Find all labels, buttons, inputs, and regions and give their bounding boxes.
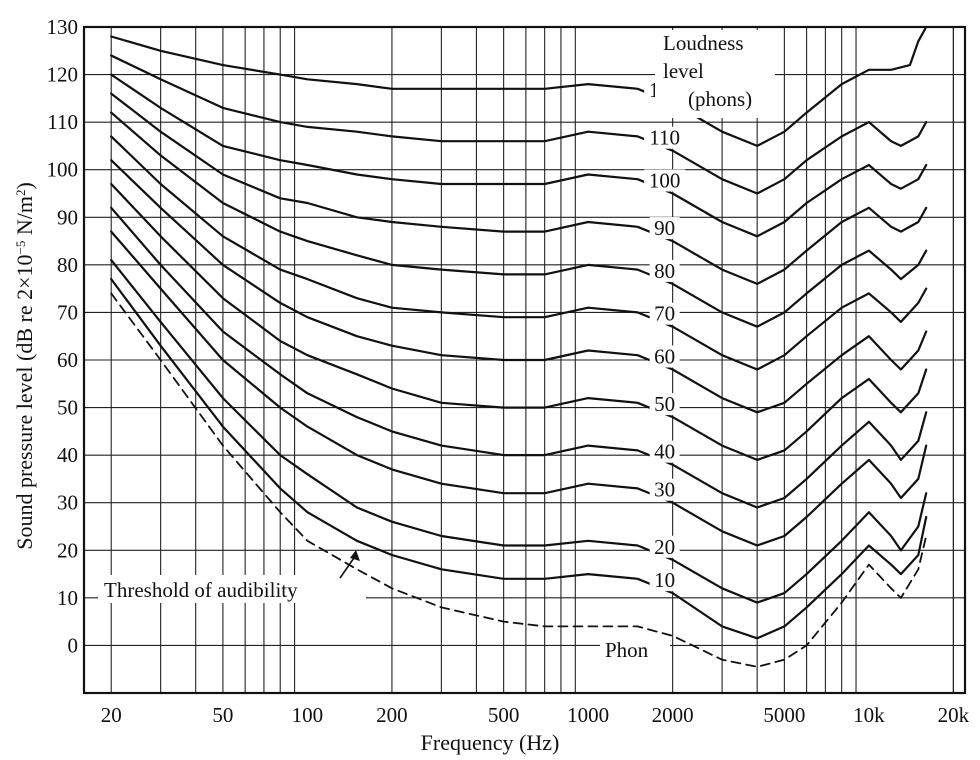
curve-label-60: 60 <box>654 345 675 369</box>
y-tick-label-0: 0 <box>68 633 79 657</box>
curve-10-phon <box>110 278 928 640</box>
y-tick-label-60: 60 <box>57 348 78 372</box>
phon-label: Phon <box>605 638 649 662</box>
legend-title-line-1: Loudness <box>663 31 744 55</box>
curve-label-90: 90 <box>654 216 675 240</box>
y-axis-title: Sound pressure level (dB re 2×10−5 N/m2) <box>12 182 37 550</box>
curve-label-backdrop-110 <box>644 126 686 149</box>
phon-annotation: Phon <box>600 637 670 663</box>
legend-title-line-3: (phons) <box>688 87 752 111</box>
curve-label-backdrop-60 <box>649 345 680 368</box>
x-tick-label-10k: 10k <box>853 703 885 727</box>
curve-label-70: 70 <box>654 302 675 326</box>
y-axis-title-square: 2 <box>13 190 28 197</box>
curve-label-backdrop-40 <box>649 440 680 463</box>
curve-label-backdrop-100 <box>644 169 686 192</box>
y-tick-label-130: 130 <box>47 15 79 39</box>
x-tick-label-500: 500 <box>488 703 520 727</box>
y-tick-label-50: 50 <box>57 396 78 420</box>
curve-label-100: 100 <box>649 169 681 193</box>
curve-label-backdrop-50 <box>649 393 680 416</box>
phon-label-backdrop <box>600 637 670 663</box>
x-tick-label-50: 50 <box>212 703 233 727</box>
curve-label-40: 40 <box>654 440 675 464</box>
y-axis-title-unit: N/m <box>12 196 37 241</box>
y-tick-label-90: 90 <box>57 205 78 229</box>
curve-label-50: 50 <box>654 392 675 416</box>
y-tick-label-100: 100 <box>47 158 79 182</box>
x-tick-label-200: 200 <box>376 703 408 727</box>
threshold-label-backdrop <box>98 575 366 603</box>
legend-title-backdrop <box>655 30 775 118</box>
curve-label-backdrop-10 <box>649 569 680 592</box>
loudness-curves <box>110 25 928 668</box>
x-tick-label-100: 100 <box>292 703 324 727</box>
curve-60-phon <box>110 159 928 414</box>
curve-threshold <box>110 292 928 668</box>
curve-label-backdrop-30 <box>649 478 680 501</box>
curve-label-backdrop-70 <box>649 302 680 325</box>
y-axis-title-main: Sound pressure level (dB re 2 <box>12 289 37 550</box>
curve-50-phon <box>110 182 928 461</box>
y-tick-label-30: 30 <box>57 491 78 515</box>
y-tick-label-80: 80 <box>57 253 78 277</box>
curve-120-phon <box>110 25 928 147</box>
y-axis-title-ten: 10 <box>12 254 37 276</box>
curve-110-phon <box>110 54 928 195</box>
threshold-pointer-arrowhead <box>350 550 360 561</box>
x-tick-label-20: 20 <box>101 703 122 727</box>
y-tick-label-10: 10 <box>57 586 78 610</box>
y-tick-label-20: 20 <box>57 538 78 562</box>
y-tick-label-110: 110 <box>47 110 78 134</box>
curve-label-30: 30 <box>654 478 675 502</box>
curve-label-80: 80 <box>654 259 675 283</box>
y-axis-title-close: ) <box>12 182 37 189</box>
x-axis-title: Frequency (Hz) <box>421 730 560 755</box>
y-axis-title-exponent: −5 <box>13 241 28 255</box>
x-tick-label-20k: 20k <box>938 703 970 727</box>
legend-title: Loudness level (phons) <box>655 30 775 118</box>
plot-frame <box>82 25 967 695</box>
curve-label-backdrop-90 <box>649 217 680 240</box>
curve-20-phon <box>110 259 928 604</box>
y-tick-labels: 0 10 20 30 40 50 60 70 80 90 100 110 120 130 <box>47 15 79 657</box>
y-tick-label-120: 120 <box>47 63 79 87</box>
x-tick-label-1000: 1000 <box>567 703 609 727</box>
curve-30-phon <box>110 230 928 547</box>
x-tick-label-2000: 2000 <box>652 703 694 727</box>
curve-70-phon <box>110 135 928 371</box>
x-tick-label-5000: 5000 <box>763 703 805 727</box>
threshold-annotation: Threshold of audibility <box>98 550 366 603</box>
curve-100-phon <box>110 73 928 238</box>
curve-label-20: 20 <box>654 535 675 559</box>
y-axis-title-times: × <box>12 276 37 288</box>
y-tick-label-40: 40 <box>57 443 78 467</box>
y-tick-label-70: 70 <box>57 300 78 324</box>
curve-label-10: 10 <box>654 568 675 592</box>
x-tick-labels: 20 50 100 200 500 1000 2000 5000 10k 20k <box>101 703 970 727</box>
curve-label-backdrop-80 <box>649 259 680 282</box>
curve-label-110: 110 <box>649 126 680 150</box>
curve-90-phon <box>110 92 928 285</box>
curve-label-backdrop-20 <box>649 535 680 558</box>
curve-40-phon <box>110 206 928 509</box>
threshold-label: Threshold of audibility <box>104 578 298 602</box>
legend-title-line-2: level <box>663 59 704 83</box>
curve-80-phon <box>110 111 928 328</box>
